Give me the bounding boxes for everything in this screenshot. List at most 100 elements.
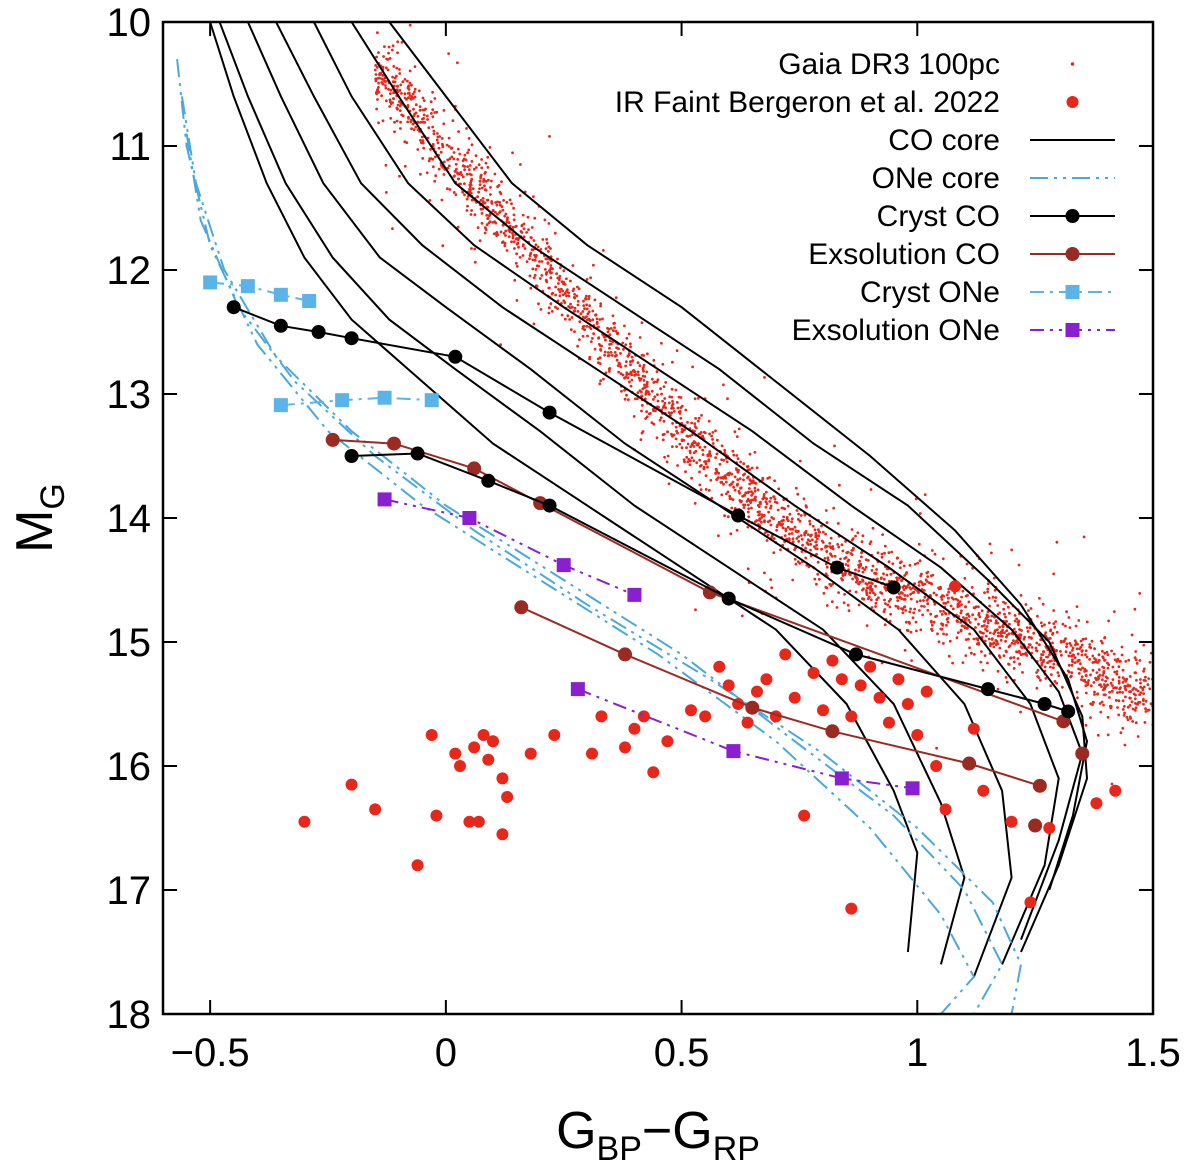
gaia-point [549, 302, 553, 306]
gaia-point [431, 165, 435, 169]
gaia-point [1079, 662, 1082, 666]
gaia-point [468, 187, 471, 191]
gaia-point [426, 118, 429, 121]
gaia-point [1008, 622, 1011, 626]
gaia-point [998, 646, 1002, 650]
gaia-point [699, 488, 703, 491]
gaia-point [533, 258, 537, 262]
gaia-point [927, 581, 931, 585]
gaia-point [436, 135, 440, 139]
gaia-point [1053, 625, 1057, 629]
gaia-point [925, 571, 929, 575]
gaia-point [762, 513, 766, 517]
gaia-point [772, 537, 776, 540]
gaia-point [748, 452, 752, 456]
gaia-point [809, 534, 812, 538]
gaia-point [439, 150, 443, 154]
gaia-point [1120, 645, 1124, 649]
gaia-point [968, 621, 972, 624]
gaia-point [809, 543, 813, 546]
gaia-point [1036, 614, 1039, 618]
gaia-point [531, 267, 535, 271]
gaia-point [448, 188, 452, 191]
ir-faint-point [369, 803, 382, 816]
gaia-point [447, 145, 451, 148]
exsolution-one-marker [905, 781, 920, 796]
gaia-point [450, 155, 454, 159]
gaia-point [1068, 626, 1072, 629]
gaia-point [979, 660, 983, 664]
gaia-point [428, 199, 432, 202]
gaia-point [453, 174, 456, 178]
gaia-point [637, 373, 640, 377]
gaia-point [814, 535, 818, 539]
gaia-point [1104, 675, 1108, 679]
cryst-co-marker [344, 331, 359, 346]
gaia-point [686, 421, 689, 424]
gaia-point [1004, 649, 1008, 653]
gaia-point [480, 186, 484, 190]
gaia-point [465, 172, 469, 176]
gaia-point [996, 604, 1000, 607]
gaia-point [1032, 631, 1036, 635]
gaia-point [448, 157, 452, 161]
gaia-point [847, 572, 851, 576]
gaia-point [416, 128, 420, 132]
gaia-point [1004, 676, 1008, 679]
ir-faint-point [548, 729, 561, 741]
gaia-point [1133, 697, 1137, 701]
gaia-point [1110, 690, 1114, 693]
gaia-point [1102, 703, 1105, 707]
gaia-point [429, 148, 432, 151]
legend-irfaint-swatch [1066, 96, 1079, 108]
gaia-point [870, 569, 874, 572]
gaia-point [780, 506, 784, 510]
gaia-point [840, 543, 844, 547]
gaia-point [1001, 625, 1005, 629]
gaia-point [563, 317, 567, 321]
gaia-point [576, 344, 579, 348]
gaia-point [913, 588, 917, 591]
gaia-point [986, 621, 990, 625]
ir-faint-point [487, 735, 499, 748]
gaia-point [808, 519, 812, 523]
gaia-point [1041, 602, 1045, 606]
gaia-point [609, 339, 612, 343]
gaia-point [992, 645, 996, 649]
gaia-point [627, 372, 631, 376]
gaia-point [1109, 681, 1113, 685]
gaia-point [470, 177, 474, 181]
ir-faint-point [798, 809, 811, 822]
gaia-point [722, 475, 726, 479]
gaia-point [374, 64, 378, 67]
gaia-point [514, 261, 518, 265]
gaia-point [557, 282, 560, 285]
gaia-point [619, 365, 623, 369]
gaia-point [676, 406, 680, 410]
gaia-point [384, 86, 388, 90]
gaia-point [926, 602, 930, 606]
gaia-point [945, 633, 948, 636]
gaia-point [525, 231, 528, 234]
cryst-one-marker [240, 279, 255, 294]
gaia-point [410, 83, 413, 87]
gaia-point [936, 632, 939, 636]
gaia-point [645, 380, 649, 384]
ir-faint-point [482, 753, 495, 766]
gaia-point [626, 354, 630, 358]
gaia-point [793, 548, 796, 552]
gaia-point [664, 381, 668, 384]
gaia-point [528, 253, 532, 257]
gaia-point [823, 557, 827, 560]
gaia-point [607, 367, 611, 371]
gaia-point [1010, 641, 1014, 645]
gaia-point [389, 102, 393, 106]
gaia-point [587, 297, 591, 301]
gaia-point [983, 591, 986, 595]
gaia-point [408, 23, 412, 27]
gaia-point [731, 449, 735, 453]
gaia-point [1057, 674, 1061, 678]
gaia-point [614, 329, 618, 333]
gaia-point [854, 590, 858, 594]
gaia-point [613, 354, 617, 358]
